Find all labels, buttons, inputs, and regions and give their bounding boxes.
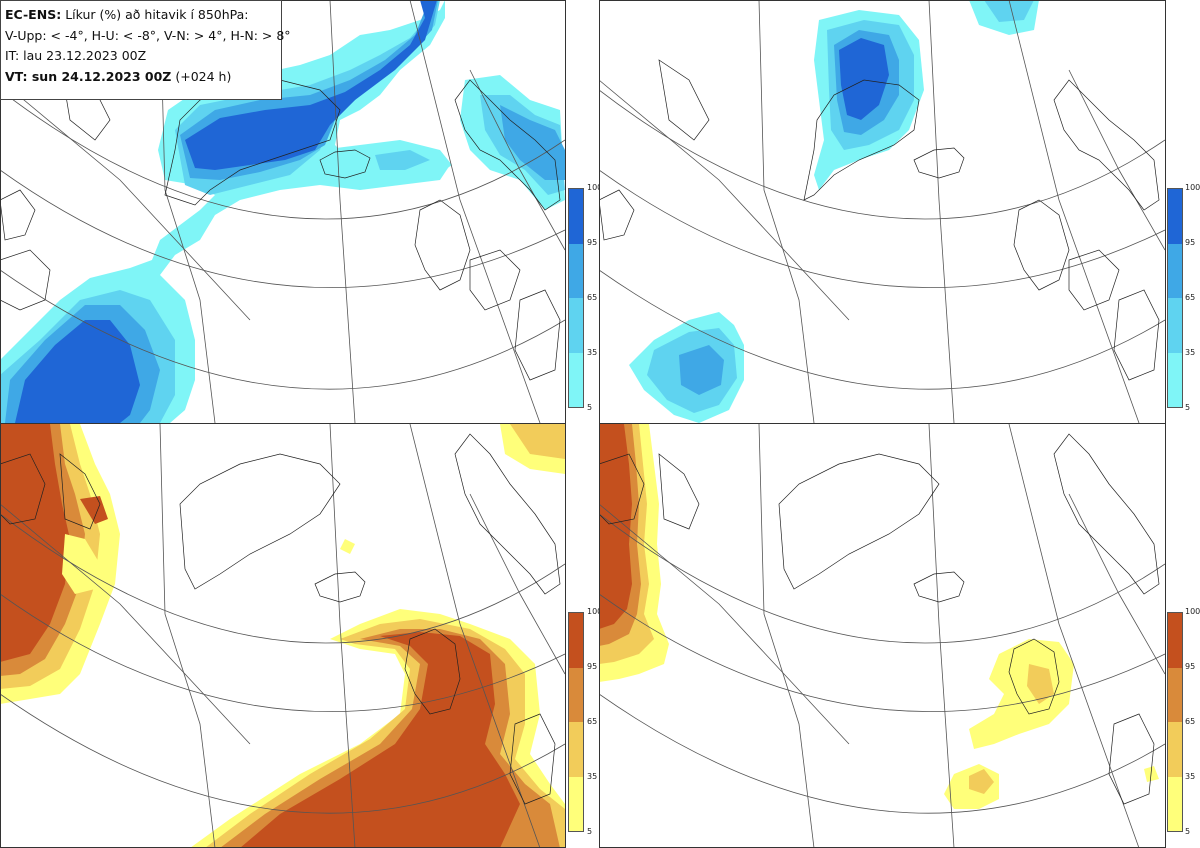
product-description: Líkur (%) að hitavik í 850hPa: (65, 7, 249, 22)
graticule (599, 424, 1165, 848)
colorbar-ticks-warm-left: 100 95 65 35 5 (587, 608, 607, 838)
title-line-4: VT: sun 24.12.2023 00Z (+024 h) (5, 67, 277, 88)
tick-label: 100 (587, 183, 603, 192)
colorbar-warm-left (568, 612, 584, 832)
map-panel-warm-4 (0, 424, 565, 848)
model-name: EC-ENS: (5, 7, 62, 22)
coastlines (0, 433, 561, 805)
title-line-3: IT: lau 23.12.2023 00Z (5, 48, 147, 63)
tick-label: 95 (1185, 238, 1196, 247)
graticule (0, 0, 565, 423)
title-line-1: EC-ENS: Líkur (%) að hitavik í 850hPa: (5, 5, 277, 26)
tick-label: 35 (1185, 772, 1196, 781)
tick-label: 95 (587, 662, 598, 671)
prob-area-65 (679, 30, 899, 395)
coastlines (0, 59, 561, 381)
prob-area-95 (15, 0, 437, 423)
map-panel-cold-8 (599, 0, 1165, 423)
tick-label: 35 (587, 772, 598, 781)
title-line-2: V-Upp: < -4°, H-U: < -8°, V-N: > 4°, H-N… (5, 27, 291, 43)
title-legend-box: EC-ENS: Líkur (%) að hitavik í 850hPa: V… (0, 0, 291, 100)
tick-label: 5 (587, 403, 593, 412)
tick-label: 100 (1185, 607, 1200, 616)
prob-area-95 (0, 424, 520, 848)
colorbar-cold-top (568, 188, 584, 408)
colorbar-ticks-cold-top: 100 95 65 35 5 (587, 184, 607, 414)
colorbar-ticks-warm-right: 100 95 65 35 5 (1185, 608, 1200, 838)
prob-area-65 (500, 105, 565, 180)
tick-label: 65 (1185, 717, 1196, 726)
map-panel-cold-4 (0, 0, 565, 423)
lead-time: (+024 h) (175, 68, 232, 84)
tick-label: 100 (587, 607, 603, 616)
prob-area-5 (599, 424, 1159, 809)
tick-label: 95 (587, 238, 598, 247)
tick-label: 5 (1185, 403, 1191, 412)
map-panel-warm-8 (599, 424, 1165, 848)
colorbar-warm-right (1167, 612, 1183, 832)
colorbar-ticks-cold-right: 100 95 65 35 5 (1185, 184, 1200, 414)
coastlines (599, 433, 1160, 805)
coastlines (599, 59, 1160, 381)
tick-label: 65 (587, 717, 598, 726)
tick-label: 5 (587, 827, 593, 836)
tick-label: 35 (587, 348, 598, 357)
tick-label: 65 (587, 293, 598, 302)
tick-label: 65 (1185, 293, 1196, 302)
tick-label: 100 (1185, 183, 1200, 192)
prob-area-95 (839, 38, 889, 120)
graticule (0, 424, 565, 848)
colorbar-cold-right (1167, 188, 1183, 408)
tick-label: 35 (1185, 348, 1196, 357)
graticule (599, 0, 1165, 423)
valid-time: VT: sun 24.12.2023 00Z (5, 68, 172, 84)
tick-label: 5 (1185, 827, 1191, 836)
tick-label: 95 (1185, 662, 1196, 671)
